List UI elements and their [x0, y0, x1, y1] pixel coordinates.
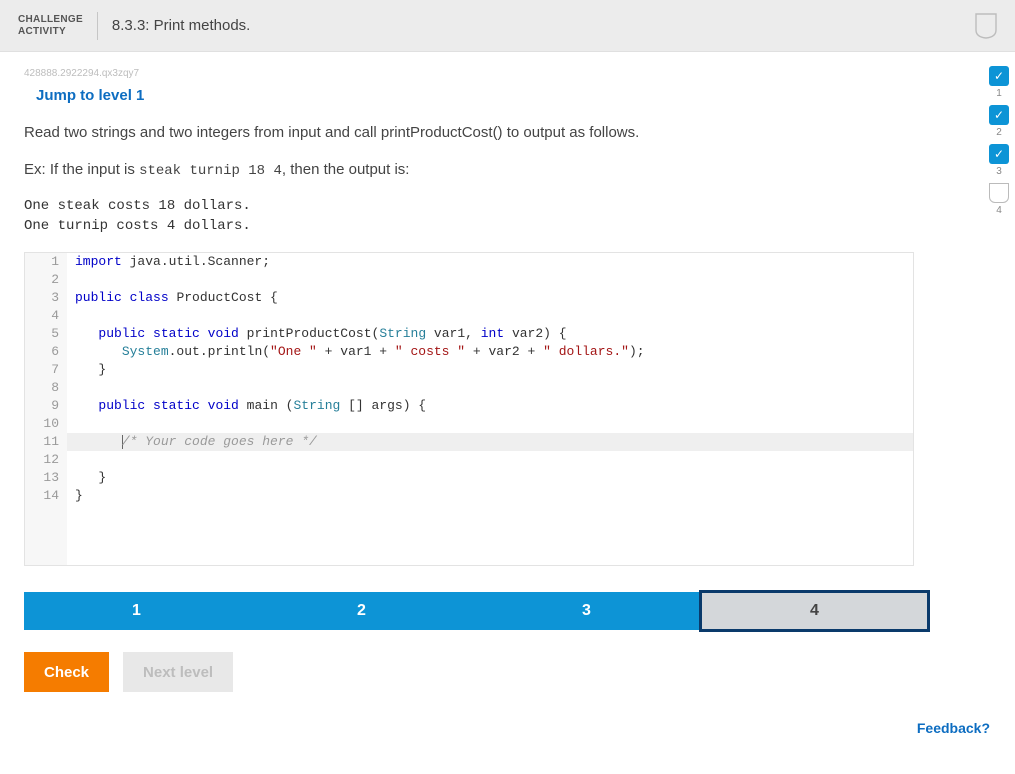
question-id: 428888.2922294.qx3zqy7 — [24, 68, 991, 79]
code-editor[interactable]: 1import java.util.Scanner;23public class… — [24, 252, 914, 566]
level-tab-3[interactable]: 3 — [474, 592, 699, 630]
line-number: 13 — [25, 469, 67, 487]
code-line[interactable]: 2 — [25, 271, 913, 289]
line-number: 4 — [25, 307, 67, 325]
code-content[interactable] — [67, 307, 913, 325]
progress-step-1: ✓1 — [989, 66, 1009, 99]
code-content[interactable]: public class ProductCost { — [67, 289, 913, 307]
line-number: 10 — [25, 415, 67, 433]
code-content[interactable] — [67, 451, 913, 469]
progress-rail: ✓1✓2✓34 — [985, 66, 1013, 216]
shield-mini-icon — [989, 183, 1009, 203]
challenge-activity-panel: CHALLENGE ACTIVITY 8.3.3: Print methods.… — [0, 0, 1015, 754]
header-badge: CHALLENGE ACTIVITY — [18, 12, 98, 40]
feedback-link[interactable]: Feedback? — [24, 720, 990, 736]
prompt-paragraph-1: Read two strings and two integers from i… — [24, 122, 914, 145]
code-line[interactable]: 9 public static void main (String [] arg… — [25, 397, 913, 415]
progress-step-number: 2 — [996, 127, 1002, 138]
code-line[interactable]: 11 /* Your code goes here */ — [25, 433, 913, 451]
activity-title: 8.3.3: Print methods. — [98, 17, 250, 34]
code-line[interactable]: 3public class ProductCost { — [25, 289, 913, 307]
header-bar: CHALLENGE ACTIVITY 8.3.3: Print methods. — [0, 0, 1015, 52]
code-content[interactable]: public static void main (String [] args)… — [67, 397, 913, 415]
next-level-button: Next level — [123, 652, 233, 692]
check-button[interactable]: Check — [24, 652, 109, 692]
editor-padding — [25, 505, 913, 565]
progress-step-number: 4 — [996, 205, 1002, 216]
progress-step-3: ✓3 — [989, 144, 1009, 177]
code-content[interactable]: } — [67, 469, 913, 487]
progress-step-2: ✓2 — [989, 105, 1009, 138]
level-bar: 1234 — [24, 592, 930, 630]
code-line[interactable]: 12 — [25, 451, 913, 469]
activity-body: 428888.2922294.qx3zqy7 Jump to level 1 R… — [0, 52, 1015, 754]
header-badge-text: CHALLENGE ACTIVITY — [18, 14, 83, 38]
code-line[interactable]: 13 } — [25, 469, 913, 487]
code-line[interactable]: 1import java.util.Scanner; — [25, 253, 913, 271]
code-content[interactable]: import java.util.Scanner; — [67, 253, 913, 271]
code-line[interactable]: 7 } — [25, 361, 913, 379]
expected-output: One steak costs 18 dollars. One turnip c… — [24, 196, 991, 237]
shield-icon — [975, 13, 997, 39]
line-number: 11 — [25, 433, 67, 451]
progress-step-4: 4 — [989, 183, 1009, 216]
code-content[interactable] — [67, 271, 913, 289]
check-icon: ✓ — [989, 105, 1009, 125]
code-content[interactable]: public static void printProductCost(Stri… — [67, 325, 913, 343]
line-number: 9 — [25, 397, 67, 415]
code-content[interactable]: } — [67, 361, 913, 379]
check-icon: ✓ — [989, 144, 1009, 164]
line-number: 3 — [25, 289, 67, 307]
feedback-text: Feedback? — [917, 720, 990, 736]
action-buttons: Check Next level — [24, 652, 991, 692]
code-content[interactable] — [67, 415, 913, 433]
code-content[interactable]: } — [67, 487, 913, 505]
code-line[interactable]: 10 — [25, 415, 913, 433]
prompt-paragraph-2: Ex: If the input is steak turnip 18 4, t… — [24, 159, 914, 182]
line-number: 12 — [25, 451, 67, 469]
line-number: 14 — [25, 487, 67, 505]
check-icon: ✓ — [989, 66, 1009, 86]
line-number: 1 — [25, 253, 67, 271]
line-number: 2 — [25, 271, 67, 289]
code-line[interactable]: 6 System.out.println("One " + var1 + " c… — [25, 343, 913, 361]
prompt-example-input: steak turnip 18 4 — [139, 163, 282, 179]
level-tab-4[interactable]: 4 — [699, 590, 930, 632]
code-line[interactable]: 8 — [25, 379, 913, 397]
line-number: 7 — [25, 361, 67, 379]
code-content[interactable] — [67, 379, 913, 397]
level-tab-2[interactable]: 2 — [249, 592, 474, 630]
prompt-p2b: , then the output is: — [282, 161, 410, 178]
line-number: 6 — [25, 343, 67, 361]
code-content[interactable]: /* Your code goes here */ — [67, 433, 913, 451]
code-content[interactable]: System.out.println("One " + var1 + " cos… — [67, 343, 913, 361]
level-tab-1[interactable]: 1 — [24, 592, 249, 630]
jump-to-level-link[interactable]: Jump to level 1 — [36, 87, 144, 104]
progress-step-number: 3 — [996, 166, 1002, 177]
code-line[interactable]: 5 public static void printProductCost(St… — [25, 325, 913, 343]
progress-step-number: 1 — [996, 88, 1002, 99]
code-line[interactable]: 4 — [25, 307, 913, 325]
code-line[interactable]: 14} — [25, 487, 913, 505]
line-number: 5 — [25, 325, 67, 343]
line-number: 8 — [25, 379, 67, 397]
prompt-p2a: Ex: If the input is — [24, 161, 139, 178]
